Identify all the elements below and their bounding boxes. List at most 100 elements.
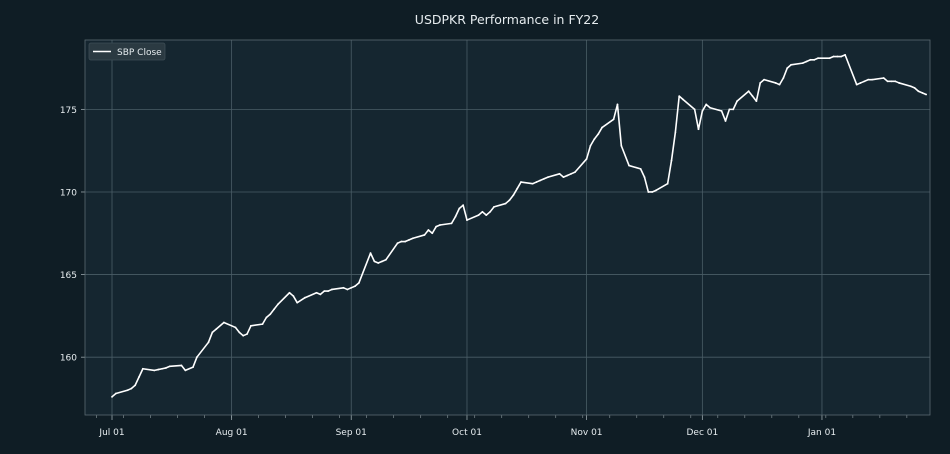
- data-point: [867, 78, 870, 81]
- data-point: [412, 237, 414, 240]
- data-point: [273, 308, 275, 311]
- data-point: [319, 293, 322, 296]
- data-point: [238, 331, 241, 334]
- data-point: [477, 214, 480, 217]
- data-point: [111, 395, 113, 398]
- data-point: [157, 368, 160, 371]
- data-point: [705, 103, 708, 106]
- data-point: [512, 194, 515, 197]
- data-point: [562, 176, 565, 179]
- data-point: [516, 187, 519, 190]
- data-point: [921, 91, 924, 94]
- data-point: [759, 82, 762, 84]
- data-point: [628, 164, 630, 167]
- x-tick-label: Oct 01: [452, 428, 482, 438]
- minor-ticks: [96, 415, 908, 418]
- data-point: [913, 87, 916, 89]
- data-point: [234, 326, 237, 329]
- axes: 160 165 170 175 Jul 01 Aug 01 Sep 01 Oct 01 Nov …: [60, 39, 931, 438]
- data-point: [651, 191, 654, 193]
- data-point: [462, 204, 465, 207]
- data-point: [323, 290, 326, 293]
- data-point: [693, 108, 696, 111]
- data-point: [782, 77, 785, 79]
- data-point: [597, 133, 600, 136]
- data-point: [207, 341, 210, 344]
- data-point: [801, 62, 804, 65]
- data-point: [863, 80, 866, 83]
- data-point: [385, 258, 387, 261]
- data-point: [678, 95, 681, 98]
- data-point: [134, 384, 137, 387]
- data-point: [211, 331, 214, 334]
- data-point: [180, 364, 183, 367]
- data-point: [423, 234, 426, 236]
- data-point: [327, 290, 329, 293]
- data-point: [593, 138, 596, 141]
- legend-label-sbp-close: SBP Close: [117, 48, 162, 58]
- data-point: [126, 389, 129, 392]
- data-point: [747, 90, 750, 93]
- data-points: [111, 53, 928, 398]
- data-point: [408, 238, 411, 241]
- data-point: [493, 205, 495, 208]
- data-point: [655, 189, 657, 192]
- data-point: [751, 95, 754, 98]
- data-point: [682, 98, 684, 101]
- data-point: [774, 82, 777, 84]
- data-point: [558, 172, 561, 175]
- data-point: [342, 286, 345, 289]
- data-point: [466, 219, 468, 221]
- data-point: [531, 182, 534, 185]
- data-point: [647, 191, 650, 193]
- x-tick-label: Nov 01: [571, 428, 603, 438]
- data-point: [458, 207, 461, 210]
- data-point: [485, 214, 488, 217]
- data-point: [381, 260, 384, 263]
- data-point: [755, 100, 758, 103]
- data-point: [396, 242, 399, 245]
- data-point: [331, 288, 333, 291]
- data-point: [790, 63, 792, 66]
- data-point: [612, 118, 615, 121]
- data-point: [570, 172, 573, 175]
- data-point: [566, 174, 569, 177]
- data-point: [504, 202, 507, 205]
- data-point: [882, 77, 885, 79]
- data-point: [601, 126, 603, 129]
- data-point: [728, 108, 731, 111]
- data-point: [315, 291, 318, 294]
- data-point: [890, 80, 893, 83]
- data-point: [138, 376, 140, 378]
- data-point: [292, 295, 295, 297]
- data-point: [763, 78, 765, 81]
- data-point: [813, 58, 816, 61]
- data-point: [450, 222, 453, 225]
- data-point: [358, 281, 360, 284]
- data-point: [404, 240, 407, 243]
- data-point: [195, 356, 198, 359]
- data-point: [130, 387, 133, 390]
- data-point: [836, 55, 839, 58]
- data-point: [250, 324, 252, 327]
- data-point: [817, 57, 820, 60]
- x-tick-label: Jan 01: [807, 428, 836, 438]
- data-point: [246, 333, 248, 335]
- data-point: [589, 144, 592, 147]
- data-point: [543, 177, 546, 180]
- data-point: [535, 181, 538, 183]
- data-point: [778, 83, 781, 86]
- data-point: [898, 82, 901, 84]
- grid: [85, 40, 930, 415]
- data-point: [539, 179, 542, 182]
- data-point: [373, 260, 376, 263]
- data-point: [724, 120, 727, 122]
- data-point: [277, 303, 279, 306]
- data-point: [346, 288, 349, 291]
- data-point: [909, 85, 912, 88]
- legend: SBP Close: [88, 42, 166, 61]
- plot-frame: [84, 39, 931, 416]
- x-tick-label: Dec 01: [686, 428, 718, 438]
- data-point: [153, 369, 156, 372]
